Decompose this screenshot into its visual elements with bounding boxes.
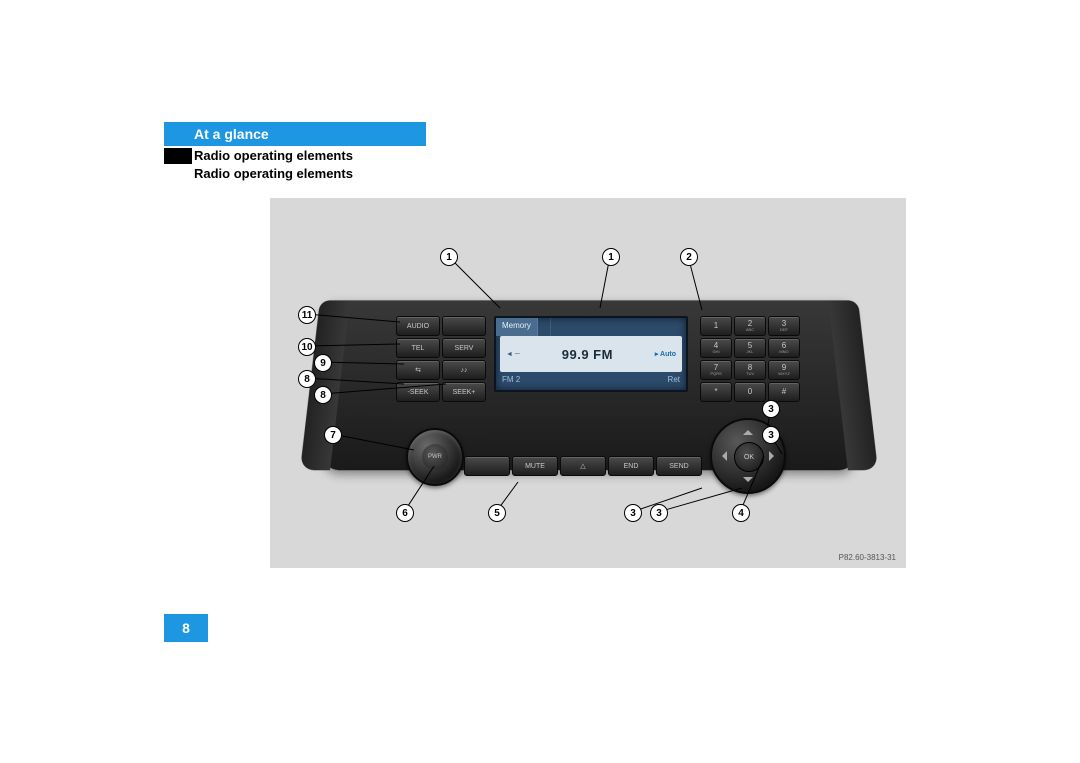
callout-4: 4 — [732, 504, 750, 522]
callout-8: 8 — [314, 386, 332, 404]
keypad-button[interactable]: 9WXYZ — [768, 360, 800, 380]
keypad-button[interactable]: 5JKL — [734, 338, 766, 358]
radio-unit: Memory ◄ ─ 99.9 FM ▸ Auto FM 2 Ret AUDIO… — [324, 280, 854, 510]
radio-display: Memory ◄ ─ 99.9 FM ▸ Auto FM 2 Ret — [494, 316, 688, 392]
keypad-button[interactable]: 1 — [700, 316, 732, 336]
keypad-button[interactable]: 3DEF — [768, 316, 800, 336]
page-number: 8 — [164, 614, 208, 642]
keypad-button[interactable]: 2ABC — [734, 316, 766, 336]
keypad-button[interactable]: # — [768, 382, 800, 402]
display-mid-left: ◄ ─ — [506, 351, 520, 358]
display-ret: Ret — [668, 375, 680, 384]
left-button[interactable]: AUDIO — [396, 316, 440, 336]
dpad-up-icon[interactable] — [743, 425, 753, 435]
page-number-text: 8 — [182, 620, 190, 636]
dpad-left-icon[interactable] — [717, 451, 727, 461]
left-button[interactable] — [442, 316, 486, 336]
left-button[interactable]: SEEK+ — [442, 382, 486, 402]
callout-3: 3 — [650, 504, 668, 522]
bottom-button[interactable]: END — [608, 456, 654, 476]
callout-1: 1 — [602, 248, 620, 266]
page-heading: Radio operating elements — [194, 166, 353, 181]
keypad-button[interactable]: * — [700, 382, 732, 402]
bottom-button[interactable]: SEND — [656, 456, 702, 476]
dpad-ok-button[interactable]: OK — [734, 442, 764, 472]
radio-figure: P82.60-3813-31 Memory ◄ ─ 99.9 FM ▸ Auto… — [270, 198, 906, 568]
keypad-button[interactable]: 6MNO — [768, 338, 800, 358]
keypad-button[interactable]: 4GHI — [700, 338, 732, 358]
callout-3: 3 — [762, 426, 780, 444]
display-tab-blank — [538, 318, 551, 336]
left-button[interactable]: ⇆ — [396, 360, 440, 380]
keypad-button[interactable]: 7PQRS — [700, 360, 732, 380]
callout-7: 7 — [324, 426, 342, 444]
chapter-header: At a glance — [164, 122, 426, 146]
side-tab — [164, 148, 192, 164]
section-title: Radio operating elements — [194, 148, 353, 163]
bottom-button[interactable]: MUTE — [512, 456, 558, 476]
display-frequency: 99.9 FM — [562, 347, 613, 362]
dpad-down-icon[interactable] — [743, 477, 753, 487]
manual-page: At a glance Radio operating elements Rad… — [0, 0, 1080, 763]
callout-11: 11 — [298, 306, 316, 324]
bottom-button-strip: MUTE△ENDSEND — [464, 456, 702, 476]
callout-9: 9 — [314, 354, 332, 372]
callout-3: 3 — [624, 504, 642, 522]
bottom-button[interactable] — [464, 456, 510, 476]
display-top-row: Memory — [496, 318, 686, 336]
left-button[interactable]: SERV — [442, 338, 486, 358]
display-bottom-row: FM 2 Ret — [496, 372, 686, 386]
dpad-right-icon[interactable] — [769, 451, 779, 461]
callout-10: 10 — [298, 338, 316, 356]
keypad-button[interactable]: 8TUV — [734, 360, 766, 380]
callout-3: 3 — [762, 400, 780, 418]
callout-6: 6 — [396, 504, 414, 522]
left-button[interactable]: ♪♪ — [442, 360, 486, 380]
display-band: FM 2 — [502, 375, 520, 384]
chapter-title: At a glance — [194, 126, 269, 142]
bottom-button[interactable]: △ — [560, 456, 606, 476]
pwr-label: PWR — [422, 444, 448, 470]
callout-8: 8 — [298, 370, 316, 388]
left-button[interactable]: TEL — [396, 338, 440, 358]
display-tab-memory: Memory — [496, 318, 538, 336]
keypad-button[interactable]: 0 — [734, 382, 766, 402]
power-volume-knob[interactable]: PWR — [406, 428, 464, 486]
display-mid-row: ◄ ─ 99.9 FM ▸ Auto — [500, 336, 682, 372]
callout-5: 5 — [488, 504, 506, 522]
display-mid-right: ▸ Auto — [655, 350, 676, 358]
figure-id-code: P82.60-3813-31 — [839, 553, 896, 562]
callout-1: 1 — [440, 248, 458, 266]
callout-2: 2 — [680, 248, 698, 266]
left-button[interactable]: -SEEK — [396, 382, 440, 402]
